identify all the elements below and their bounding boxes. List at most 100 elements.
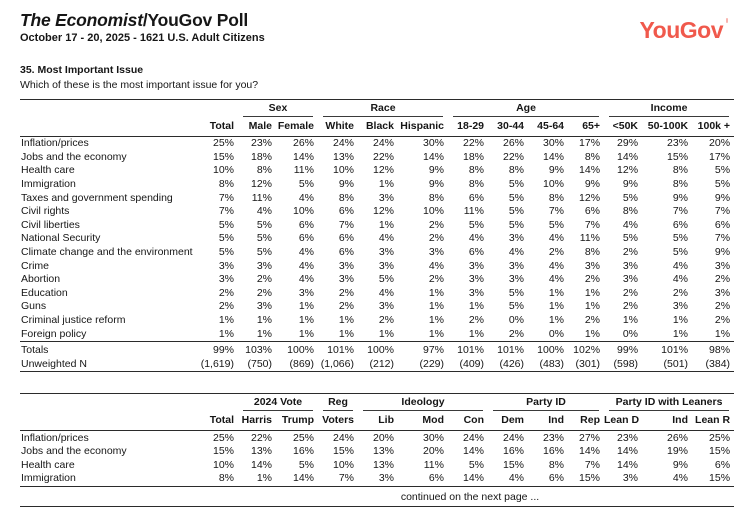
value-cell: 16% <box>543 445 565 458</box>
value-cell: 9% <box>428 178 444 191</box>
value-cell: 15% <box>667 150 689 163</box>
value-cell: 29% <box>617 137 639 150</box>
value-cell: 2% <box>584 314 601 327</box>
value-cell: 12% <box>372 164 394 177</box>
column-group-label: Sex <box>243 103 313 117</box>
value-cell: 3% <box>672 300 689 313</box>
value-cell: 14% <box>617 445 639 458</box>
value-cell: 14% <box>579 164 601 177</box>
value-cell: 12% <box>579 191 601 204</box>
column-group-header: Race <box>318 100 448 117</box>
value-cell: (212) <box>369 358 394 370</box>
column-header: Lib <box>358 411 398 432</box>
value-cell: 2% <box>256 273 272 286</box>
table-row: Education 2% 2% 3% 2% 4% 1% 3% 5% 1% 1% 2% 2% 3% <box>20 287 734 301</box>
value-cell: 14% <box>292 472 314 485</box>
column-header: Dem <box>488 411 529 432</box>
value-cell: 10% <box>292 205 314 218</box>
value-cell: (1,619) <box>200 358 234 370</box>
value-cell: 5% <box>508 205 524 218</box>
value-cell: 13% <box>250 445 272 458</box>
value-cell: 1% <box>428 327 444 340</box>
value-cell: 7% <box>714 232 731 245</box>
value-cell: 3% <box>428 246 444 259</box>
value-cell: 3% <box>338 259 354 272</box>
value-cell: 2% <box>428 273 444 286</box>
column-header: 18-29 <box>448 117 488 137</box>
column-group-label: Ideology <box>363 397 484 412</box>
value-cell: 1% <box>714 327 731 340</box>
value-cell: 1% <box>298 327 314 340</box>
value-cell: 3% <box>338 273 354 286</box>
column-group-label: Race <box>323 103 443 117</box>
value-cell: 3% <box>508 273 524 286</box>
table-row: Immigration 8% 12% 5% 9% 1% 9% 8% 5% 10% 9% 9% 8% 5% <box>20 178 734 192</box>
value-cell: 5% <box>218 246 234 259</box>
value-cell: 0% <box>508 314 524 327</box>
value-cell: 5% <box>218 218 234 231</box>
value-cell: 3% <box>622 259 639 272</box>
value-cell: 3% <box>378 246 394 259</box>
value-cell: 14% <box>617 458 639 471</box>
continued-note-row: continued on the next page ... <box>20 487 734 507</box>
value-cell: 17% <box>709 150 731 163</box>
value-cell: 8% <box>428 191 444 204</box>
value-cell: 1% <box>218 327 234 340</box>
value-cell: 4% <box>298 246 314 259</box>
value-cell: 24% <box>332 431 354 444</box>
value-cell: 5% <box>298 458 314 471</box>
column-header: Male <box>238 117 276 137</box>
value-cell: 27% <box>579 431 601 444</box>
value-cell: 15% <box>709 445 731 458</box>
value-cell: 15% <box>709 472 731 485</box>
column-header-row: Total Male Female White Black Hispanic 18-29 30… <box>20 117 735 137</box>
value-cell: 4% <box>298 273 314 286</box>
value-cell: 1% <box>468 327 484 340</box>
value-cell: 1% <box>548 286 564 299</box>
row-label: National Security <box>21 232 101 245</box>
row-label: Jobs and the economy <box>21 445 127 458</box>
value-cell: 3% <box>256 300 272 313</box>
value-cell: (409) <box>459 358 484 370</box>
value-cell: 7% <box>584 458 601 471</box>
value-cell: 5% <box>672 232 689 245</box>
table-body: Inflation/prices 25% 22% 25% 24% 20% 30% 24% 24%… <box>20 431 734 486</box>
value-cell: 7% <box>714 205 731 218</box>
column-header: Mod <box>398 411 448 432</box>
value-cell: 1% <box>584 300 601 313</box>
value-cell: 8% <box>622 205 639 218</box>
value-cell: 12% <box>250 178 272 191</box>
value-cell: 8% <box>584 150 601 163</box>
table-row: Health care 10% 14% 5% 10% 13% 11% 5% 15% 8% 7% 14%… <box>20 458 734 472</box>
value-cell: 14% <box>422 150 444 163</box>
value-cell: 10% <box>212 164 234 177</box>
value-cell: 15% <box>579 472 601 485</box>
row-label: Taxes and government spending <box>21 191 173 204</box>
value-cell: 6% <box>428 472 444 485</box>
value-cell: 7% <box>548 205 564 218</box>
value-cell: (598) <box>613 358 639 370</box>
value-cell: 12% <box>617 164 639 177</box>
value-cell: 30% <box>422 431 444 444</box>
table-row: Inflation/prices 25% 22% 25% 24% 20% 30% 24% 24%… <box>20 431 734 445</box>
table-row: Climate change and the environment 5% 5% 4%… <box>20 246 734 260</box>
value-cell: 1% <box>378 218 394 231</box>
value-cell: 1% <box>378 327 394 340</box>
value-cell: 22% <box>462 137 484 150</box>
column-header: Harris <box>238 411 276 432</box>
value-cell: 19% <box>667 445 689 458</box>
column-header: Black <box>358 117 398 137</box>
value-cell: 9% <box>428 164 444 177</box>
value-cell: 101% <box>497 344 524 357</box>
value-cell: (229) <box>419 358 444 370</box>
value-cell: 3% <box>622 472 639 485</box>
row-label: Inflation/prices <box>21 431 89 444</box>
column-group-header: Reg <box>318 394 358 412</box>
value-cell: 14% <box>250 458 272 471</box>
value-cell: 3% <box>298 286 314 299</box>
report-header: The Economist/YouGov Poll October 17 - 2… <box>20 10 729 44</box>
value-cell: 30% <box>422 137 444 150</box>
table-row: Criminal justice reform 1% 1% 1% 1% 2% 1% 2% 0% 1… <box>20 314 734 328</box>
value-cell: 3% <box>378 300 394 313</box>
table-row: Abortion 3% 2% 4% 3% 5% 2% 3% 3% 4% 2% 3% 4% 2% <box>20 273 734 287</box>
